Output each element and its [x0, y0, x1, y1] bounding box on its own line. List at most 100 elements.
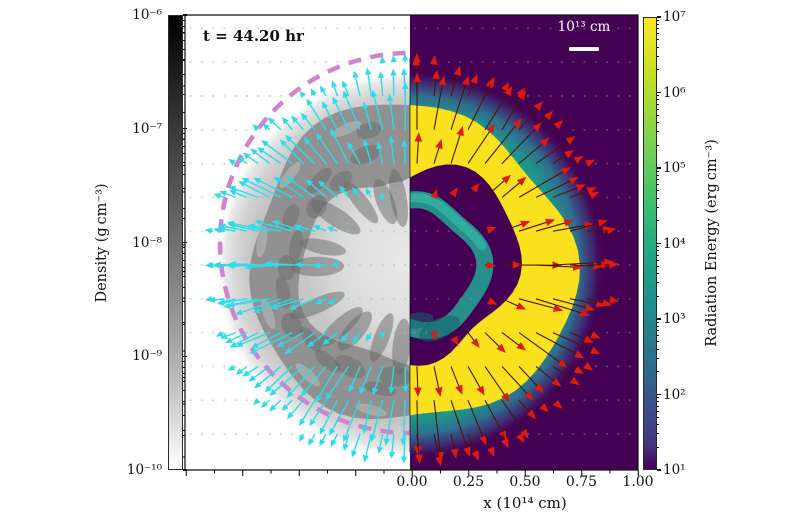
- colorbar-minor-tick: [657, 250, 660, 252]
- colorbar-tick: [183, 128, 187, 130]
- x-tick-label: 0.25: [452, 474, 485, 490]
- colorbar-minor-tick: [657, 335, 660, 337]
- colorbar-minor-tick: [657, 325, 660, 327]
- colorbar-minor-tick: [183, 139, 186, 141]
- colorbar-minor-tick: [657, 330, 660, 332]
- colorbar-tick: [183, 355, 187, 357]
- colorbar-minor-tick: [183, 153, 186, 155]
- colorbar-minor-tick: [657, 410, 660, 412]
- colorbar-minor-tick: [657, 273, 660, 275]
- colorbar-minor-tick: [657, 321, 660, 323]
- colorbar-minor-tick: [657, 144, 660, 146]
- colorbar-tick-label: 10³: [663, 311, 686, 327]
- colorbar-minor-tick: [657, 246, 660, 248]
- colorbar-minor-tick: [183, 94, 186, 95]
- x-tick-label: 0.50: [509, 474, 541, 490]
- colorbar-tick-label: 10⁻⁶: [132, 7, 162, 23]
- colorbar-tick-label: 10⁻⁸: [132, 234, 162, 251]
- colorbar-minor-tick: [657, 357, 660, 359]
- colorbar-minor-tick: [657, 197, 660, 199]
- colorbar-minor-tick: [657, 206, 660, 208]
- colorbar-minor-tick: [657, 397, 660, 399]
- colorbar-minor-tick: [657, 190, 660, 192]
- colorbar-tick-label: 10⁻⁷: [132, 120, 162, 137]
- colorbar-minor-tick: [657, 220, 660, 222]
- colorbar-minor-tick: [657, 405, 660, 407]
- colorbar-tick-label: 10⁻¹⁰: [126, 462, 162, 478]
- colorbar-minor-tick: [183, 287, 186, 289]
- colorbar-minor-tick: [657, 28, 660, 30]
- colorbar-tick-label: 10⁷: [663, 9, 686, 25]
- colorbar-minor-tick: [657, 371, 660, 373]
- colorbar-minor-tick: [657, 341, 660, 343]
- colorbar-minor-tick: [183, 133, 186, 135]
- colorbar-minor-tick: [183, 366, 186, 368]
- colorbar-tick-label: 10⁵: [663, 160, 686, 176]
- colorbar-tick: [657, 242, 661, 245]
- colorbar-tick-label: 10⁻⁹: [132, 348, 162, 365]
- colorbar-minor-tick: [657, 19, 660, 21]
- colorbar-minor-tick: [183, 145, 186, 147]
- colorbar-minor-tick: [657, 39, 660, 41]
- colorbar-minor-tick: [657, 282, 660, 284]
- colorbar-tick: [657, 16, 661, 18]
- colorbar-minor-tick: [183, 173, 186, 175]
- time-annotation: t = 44.20 hr: [203, 27, 304, 45]
- colorbar-minor-tick: [657, 184, 660, 186]
- colorbar-minor-tick: [183, 389, 186, 391]
- colorbar-minor-tick: [657, 69, 660, 71]
- colorbar-minor-tick: [657, 348, 660, 350]
- colorbar-minor-tick: [183, 301, 186, 303]
- colorbar-tick: [657, 318, 661, 320]
- colorbar-minor-tick: [183, 19, 186, 21]
- colorbar-minor-tick: [183, 162, 186, 164]
- colorbar-minor-tick: [183, 380, 186, 382]
- x-tick-label: 0.75: [565, 474, 598, 490]
- colorbar-minor-tick: [657, 179, 660, 181]
- colorbar-minor-tick: [657, 265, 660, 267]
- colorbar-minor-tick: [183, 253, 186, 255]
- colorbar-minor-tick: [657, 108, 660, 110]
- scalebar-label: 10¹³ cm: [557, 19, 611, 35]
- radiation-colorbar: [643, 17, 657, 470]
- colorbar-minor-tick: [183, 259, 186, 261]
- colorbar-tick-label: 10²: [663, 386, 686, 403]
- scalebar-bar: [569, 47, 599, 51]
- colorbar-minor-tick: [183, 247, 186, 249]
- colorbar-minor-tick: [657, 416, 660, 418]
- colorbar-tick: [657, 393, 661, 396]
- colorbar-minor-tick: [183, 207, 186, 209]
- colorbar-minor-tick: [657, 46, 660, 48]
- colorbar-tick: [183, 241, 187, 244]
- colorbar-tick: [657, 91, 661, 94]
- colorbar-minor-tick: [183, 59, 186, 61]
- x-axis-label: x (10¹⁴ cm): [483, 494, 567, 512]
- colorbar-minor-tick: [657, 259, 660, 261]
- colorbar-minor-tick: [183, 267, 186, 269]
- colorbar-tick-label: 10⁴: [663, 235, 686, 252]
- colorbar-tick: [657, 167, 661, 169]
- colorbar-minor-tick: [657, 95, 660, 97]
- colorbar-minor-tick: [183, 373, 186, 375]
- colorbar-minor-tick: [657, 170, 660, 172]
- colorbar-minor-tick: [657, 122, 660, 124]
- colorbar-tick: [183, 469, 187, 471]
- colorbar-minor-tick: [183, 73, 186, 75]
- colorbar-minor-tick: [183, 39, 186, 41]
- colorbar-minor-tick: [657, 424, 660, 426]
- x-tick-label: 0.00: [396, 474, 428, 490]
- colorbar-minor-tick: [657, 23, 660, 25]
- colorbar-minor-tick: [183, 276, 186, 278]
- colorbar-minor-tick: [183, 187, 186, 189]
- colorbar-minor-tick: [657, 401, 660, 403]
- colorbar-minor-tick: [657, 103, 660, 105]
- colorbar-minor-tick: [657, 446, 660, 448]
- colorbar-minor-tick: [183, 321, 186, 323]
- colorbar-minor-tick: [657, 254, 660, 256]
- colorbar-minor-tick: [183, 415, 186, 417]
- colorbar-tick-label: 10¹: [663, 462, 686, 478]
- colorbar-minor-tick: [183, 401, 186, 403]
- colorbar-minor-tick: [657, 55, 660, 57]
- colorbar-minor-tick: [183, 32, 186, 34]
